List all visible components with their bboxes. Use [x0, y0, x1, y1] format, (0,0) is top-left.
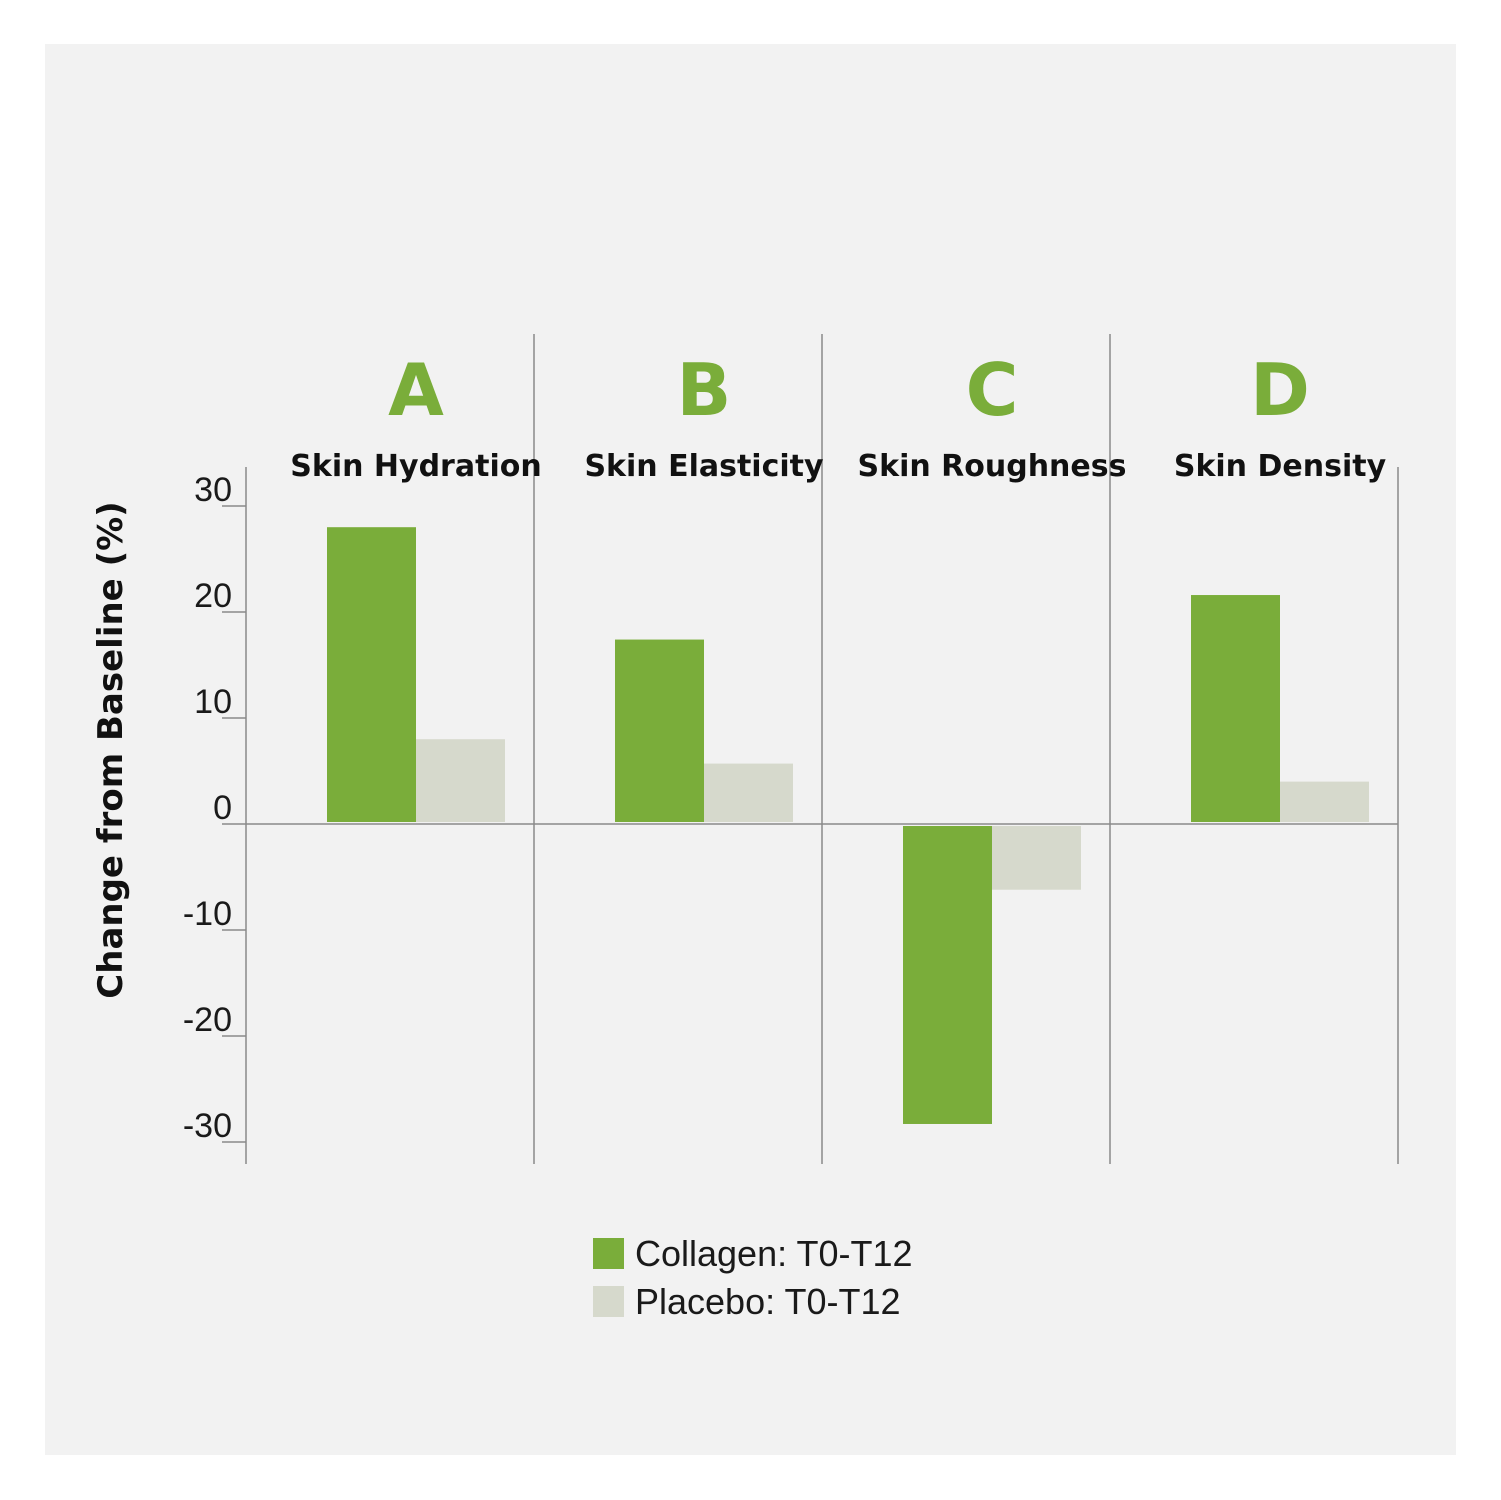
legend-label: Placebo: T0-T12	[635, 1281, 900, 1322]
y-axis: 30 20 10 0 -10 -20 -30	[183, 467, 247, 1164]
bar-collagen-c	[903, 826, 992, 1124]
bars	[327, 527, 1369, 1124]
category-letter: A	[388, 348, 444, 432]
legend: Collagen: T0-T12 Placebo: T0-T12	[593, 1233, 913, 1322]
y-tick-label: 0	[213, 789, 232, 827]
legend-label: Collagen: T0-T12	[635, 1233, 913, 1274]
legend-swatch-placebo	[593, 1286, 624, 1317]
category-letter: C	[966, 348, 1019, 432]
y-axis-label: Change from Baseline (%)	[91, 501, 131, 998]
category-headers: A Skin Hydration B Skin Elasticity C Skin Rou…	[290, 348, 1386, 484]
y-tick-label: 10	[194, 683, 232, 721]
y-tick-label: 20	[194, 577, 232, 615]
y-tick-label: -20	[183, 1001, 232, 1039]
bar-placebo-a	[416, 739, 505, 822]
category-label: Skin Hydration	[290, 449, 541, 484]
bar-collagen-a	[327, 527, 416, 822]
y-tick-label: 30	[194, 471, 232, 509]
bar-placebo-c	[992, 826, 1081, 890]
category-label: Skin Density	[1174, 449, 1387, 484]
category-label: Skin Roughness	[858, 449, 1127, 484]
bar-placebo-d	[1280, 781, 1369, 822]
bar-collagen-b	[615, 639, 704, 822]
category-letter: B	[677, 348, 732, 432]
legend-swatch-collagen	[593, 1238, 624, 1269]
category-label: Skin Elasticity	[584, 449, 824, 484]
bar-collagen-d	[1191, 595, 1280, 822]
panel-dividers	[246, 334, 1399, 1164]
category-letter: D	[1250, 348, 1310, 432]
bar-placebo-b	[704, 763, 793, 822]
y-tick-label: -10	[183, 895, 232, 933]
y-tick-label: -30	[183, 1107, 232, 1145]
